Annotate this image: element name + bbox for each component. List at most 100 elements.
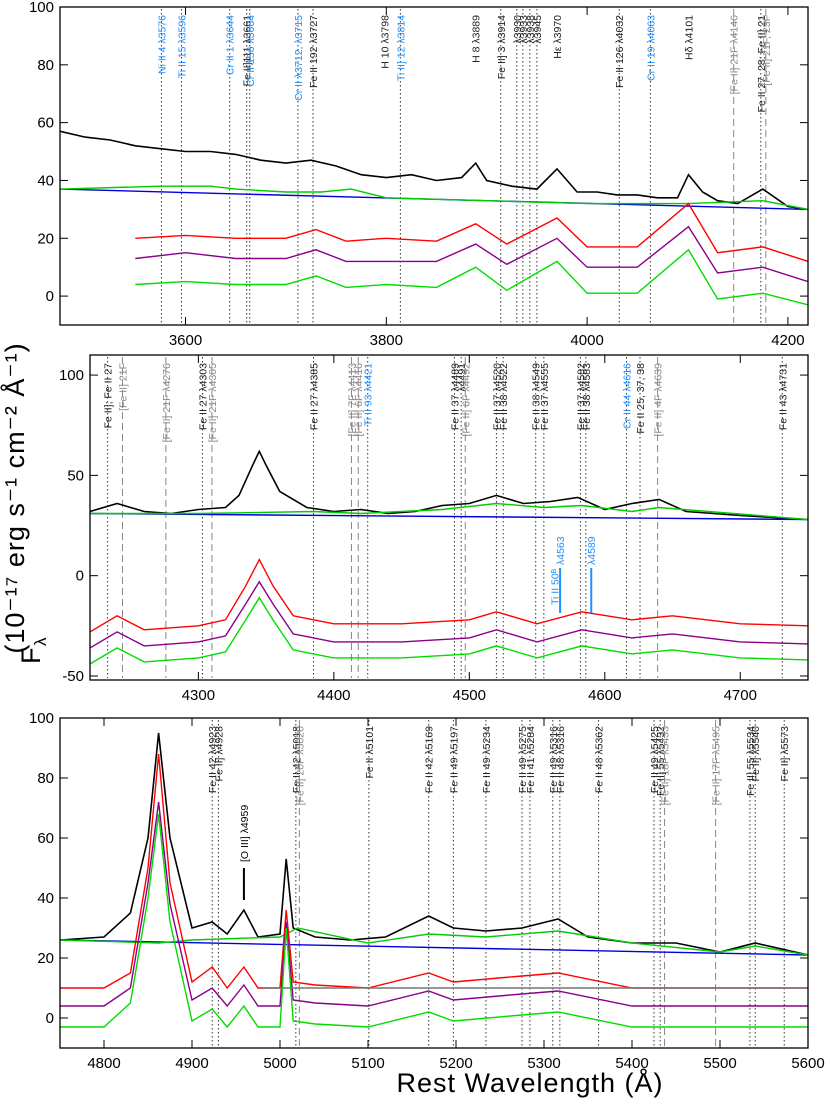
- line-label: Fe II 49 λ5197: [448, 726, 460, 793]
- callout: Ti II 50ᴮ: [550, 568, 562, 605]
- callout-label: Ti II 50ᴮ: [550, 568, 562, 605]
- line-label: Cr II 44 λ4616: [621, 363, 633, 429]
- y-tick-label: 60: [37, 830, 54, 847]
- line-label: Fe II 43 λ4731: [777, 363, 789, 430]
- series-red_res: [90, 558, 808, 633]
- line-label: [Fe II] 21F λ4146: [729, 15, 741, 95]
- line-label: H 8 λ3889: [471, 15, 483, 63]
- series-continuum: [60, 939, 808, 956]
- line-label: Cr II λ3712, λ3715: [293, 15, 305, 101]
- x-tick-label: 5400: [615, 1055, 648, 1072]
- line-label: [Fe II] 6F λ4416: [353, 363, 365, 437]
- line-label: Ti II 15 λ3596: [176, 15, 188, 78]
- callout-label: λ4589: [586, 536, 598, 565]
- line-label: Fe II] λ5573: [779, 726, 791, 782]
- series-observed: [60, 130, 808, 211]
- x-tick-label: 5000: [263, 1055, 296, 1072]
- series-continuum: [90, 512, 808, 521]
- callout: λ4589: [586, 536, 598, 613]
- x-tick-label: 4900: [175, 1055, 208, 1072]
- line-label: Ni II 4 λ3576: [156, 15, 168, 74]
- series-purple_res: [90, 580, 808, 649]
- line-label: Fe II 37 λ4555: [539, 363, 551, 430]
- series-purple_res: [135, 225, 808, 283]
- y-tick-label: 100: [29, 0, 54, 16]
- x-tick-label: 4300: [182, 687, 215, 704]
- line-label: λ3933: [518, 15, 530, 44]
- x-tick-label: 3600: [169, 332, 202, 349]
- line-label: Fe II 192 λ3727: [308, 15, 320, 88]
- line-label: Fe II] 3 λ3914: [496, 15, 508, 79]
- y-tick-label: 100: [29, 710, 54, 727]
- line-label: Fe II] 55 λ5534: [745, 726, 757, 796]
- line-label: H 10 λ3798: [379, 15, 391, 69]
- x-tick-label: 4200: [771, 332, 804, 349]
- line-label: [Fe II] 21F, 23F: [761, 15, 773, 86]
- line-label: Fe II 37 λ4489: [449, 363, 461, 430]
- line-label: Hε λ3970: [552, 15, 564, 59]
- y-tick-label: 80: [37, 770, 54, 787]
- line-label: λ3945: [532, 15, 544, 44]
- line-label: [Fe II] 7F λ4413: [346, 363, 358, 437]
- y-tick-label: 50: [67, 467, 84, 484]
- line-label: Fe II] λ5540: [750, 726, 762, 782]
- x-axis-label: Rest Wavelength (Å): [396, 1067, 663, 1098]
- y-tick-label: 60: [37, 115, 54, 132]
- panel-1: Ni II 4 λ3576 Ti II 15 λ3596 Cr II 1 λ3644…: [29, 0, 809, 349]
- y-tick-label: 80: [37, 57, 54, 74]
- line-label: Fe II 49 λ5234: [481, 726, 493, 793]
- line-label: Fe II 27 λ4303: [197, 363, 209, 430]
- x-tick-label: 3800: [370, 332, 403, 349]
- y-axis-label-subscript: λ: [31, 637, 50, 647]
- line-label: [Fe II] 21F λ4305: [207, 363, 219, 443]
- x-tick-label: 4600: [588, 687, 621, 704]
- x-tick-label: 5300: [527, 1055, 560, 1072]
- line-label: Ti II 93 λ4421: [363, 363, 375, 426]
- line-label: Fe II]111 λ3661: [242, 15, 254, 87]
- line-label: Cr II 19 λ4063: [645, 15, 657, 81]
- line-label: Fe II 48 λ5316: [555, 726, 567, 793]
- line-label: Fe II 37 λ4582: [575, 363, 587, 430]
- series-red_res: [135, 202, 808, 263]
- y-axis-label-units: (10⁻¹⁷ erg s⁻¹ cm⁻² Å⁻¹): [0, 342, 30, 653]
- line-label: Fe II 126 λ4032: [614, 15, 626, 88]
- line-label: [Fe II] 18F λ5433: [660, 726, 672, 806]
- line-label: [Fe II] 4F λ4639: [653, 363, 665, 437]
- line-label: Fe II 25, 37, 38: [635, 363, 647, 434]
- series-model: [60, 185, 808, 211]
- y-tick-label: 0: [46, 1010, 54, 1027]
- x-tick-label: 4500: [453, 687, 486, 704]
- plot-frame: [59, 717, 809, 1049]
- y-axis-label-symbol: F: [16, 647, 46, 665]
- x-tick-label: 5600: [791, 1055, 824, 1072]
- callout-label: λ4563: [555, 536, 567, 565]
- line-label: Fe II 27 λ4385: [309, 363, 321, 430]
- series-purple_res: [60, 801, 808, 1008]
- callout: λ4563: [555, 536, 567, 613]
- line-label: Fe II 41 λ5284: [525, 726, 537, 793]
- x-tick-label: 4400: [317, 687, 350, 704]
- y-tick-label: 0: [76, 568, 84, 585]
- line-label: Fe II 49 λ5275: [517, 726, 529, 793]
- line-label: Cr II 1 λ3644: [225, 15, 237, 75]
- series-model: [90, 502, 808, 521]
- y-tick-label: 20: [37, 950, 54, 967]
- x-tick-label: 5500: [703, 1055, 736, 1072]
- x-tick-label: 4000: [570, 332, 603, 349]
- line-label: Ti II] 12 λ3814: [395, 15, 407, 81]
- series-green_res: [90, 596, 808, 665]
- line-label: [Fe II] 21F: [118, 363, 130, 411]
- panels-layer: Ni II 4 λ3576 Ti II 15 λ3596 Cr II 1 λ3644…: [29, 0, 825, 1072]
- callout: [O III] λ4959: [239, 805, 251, 900]
- line-label: Fe II 37 λ4520: [491, 363, 503, 430]
- line-label: Fe II 49 λ5316: [548, 726, 560, 793]
- y-tick-label: 100: [59, 367, 84, 384]
- panel-2: Fe II]; Fe II 27 [Fe II] 21F [Fe II] 21F λ…: [59, 354, 809, 704]
- line-label: λ3930: [512, 15, 524, 44]
- plot-frame: [89, 354, 809, 681]
- line-label: Hδ λ4101: [684, 15, 696, 60]
- series-green_res: [135, 248, 808, 306]
- line-label: Cr II 156 λ3664: [245, 15, 257, 87]
